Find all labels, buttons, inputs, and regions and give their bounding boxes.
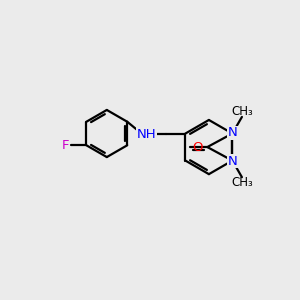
Text: N: N [228, 126, 238, 140]
Text: F: F [61, 139, 69, 152]
Text: NH: NH [137, 128, 156, 141]
Text: N: N [228, 155, 238, 168]
Text: CH₃: CH₃ [231, 176, 253, 189]
Text: O: O [193, 141, 203, 154]
Text: CH₃: CH₃ [231, 105, 253, 118]
